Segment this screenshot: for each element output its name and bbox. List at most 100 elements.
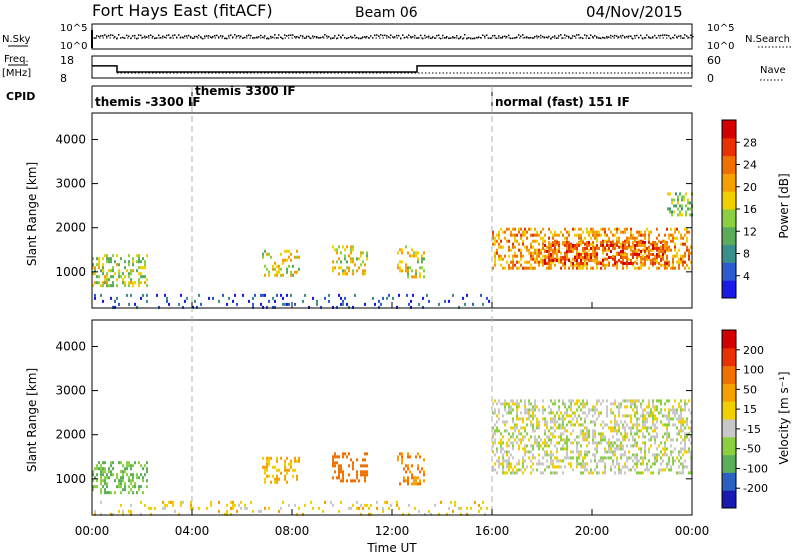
range-gate-cell bbox=[342, 452, 344, 456]
range-gate-cell bbox=[634, 266, 636, 270]
nsky-point bbox=[196, 35, 198, 38]
range-gate-cell bbox=[594, 453, 596, 457]
range-gate-cell bbox=[403, 467, 405, 471]
range-gate-cell bbox=[594, 435, 596, 439]
nsky-point bbox=[468, 37, 470, 39]
range-gate-cell bbox=[528, 450, 530, 454]
range-gate-cell bbox=[298, 459, 300, 463]
nsky-point bbox=[274, 34, 276, 36]
range-gate-cell bbox=[336, 455, 338, 459]
range-gate-cell bbox=[140, 485, 142, 489]
range-gate-cell bbox=[608, 441, 610, 445]
range-gate-cell bbox=[276, 270, 278, 274]
nsky-point bbox=[536, 35, 538, 37]
range-gate-cell bbox=[226, 509, 228, 513]
range-gate-cell bbox=[596, 233, 598, 237]
range-gate-cell bbox=[268, 299, 270, 303]
range-gate-cell bbox=[648, 249, 650, 253]
range-gate-cell bbox=[102, 485, 104, 489]
range-gate-cell bbox=[582, 435, 584, 439]
nsky-point bbox=[588, 37, 590, 40]
range-gate-cell bbox=[648, 255, 650, 259]
range-gate-cell bbox=[423, 275, 425, 279]
range-gate-cell bbox=[524, 266, 526, 270]
range-gate-cell bbox=[546, 444, 548, 448]
nsky-point bbox=[626, 35, 628, 38]
range-gate-cell bbox=[592, 248, 594, 252]
colorbar-swatch bbox=[722, 383, 736, 402]
range-gate-cell bbox=[624, 246, 626, 250]
range-gate-cell bbox=[502, 447, 504, 451]
range-gate-cell bbox=[644, 420, 646, 424]
range-gate-cell bbox=[190, 506, 192, 510]
range-gate-cell bbox=[636, 429, 638, 433]
range-gate-cell bbox=[356, 506, 358, 510]
range-gate-cell bbox=[596, 399, 598, 403]
range-gate-cell bbox=[682, 465, 684, 469]
nsky-point bbox=[678, 35, 680, 37]
range-gate-cell bbox=[646, 405, 648, 409]
range-gate-cell bbox=[580, 462, 582, 466]
range-gate-cell bbox=[262, 252, 264, 256]
range-gate-cell bbox=[352, 305, 354, 309]
range-gate-cell bbox=[642, 471, 644, 475]
range-gate-cell bbox=[558, 408, 560, 412]
range-gate-cell bbox=[586, 444, 588, 448]
nsky-point bbox=[634, 35, 636, 37]
range-gate-cell bbox=[644, 447, 646, 451]
range-gate-cell bbox=[552, 453, 554, 457]
range-gate-cell bbox=[614, 258, 616, 262]
range-gate-cell bbox=[616, 456, 618, 460]
range-gate-cell bbox=[566, 257, 568, 261]
range-gate-cell bbox=[562, 471, 564, 475]
range-gate-cell bbox=[102, 281, 104, 285]
range-gate-cell bbox=[332, 305, 334, 309]
nsky-point bbox=[428, 35, 430, 38]
range-gate-cell bbox=[415, 272, 417, 276]
range-gate-cell bbox=[512, 426, 514, 430]
nsky-point bbox=[212, 35, 214, 38]
range-gate-cell bbox=[140, 272, 142, 276]
range-gate-cell bbox=[112, 473, 114, 477]
range-gate-cell bbox=[632, 245, 634, 249]
range-gate-cell bbox=[466, 293, 468, 297]
range-gate-cell bbox=[502, 465, 504, 469]
range-gate-cell bbox=[538, 408, 540, 412]
range-gate-cell bbox=[428, 509, 430, 513]
range-gate-cell bbox=[544, 444, 546, 448]
nsky-point bbox=[540, 34, 542, 37]
range-gate-cell bbox=[378, 305, 380, 309]
range-gate-cell bbox=[628, 257, 630, 261]
range-gate-cell bbox=[670, 450, 672, 454]
range-gate-cell bbox=[644, 243, 646, 247]
range-gate-cell bbox=[401, 260, 403, 264]
range-gate-cell bbox=[606, 263, 608, 267]
range-gate-cell bbox=[610, 249, 612, 253]
range-gate-cell bbox=[594, 429, 596, 433]
range-gate-cell bbox=[590, 266, 592, 270]
range-gate-cell bbox=[106, 275, 108, 279]
range-gate-cell bbox=[624, 471, 626, 475]
nsky-point bbox=[668, 35, 670, 37]
nsky-point bbox=[218, 36, 220, 38]
range-gate-cell bbox=[566, 251, 568, 255]
range-gate-cell bbox=[492, 236, 494, 240]
range-gate-cell bbox=[380, 302, 382, 306]
range-gate-cell bbox=[128, 260, 130, 264]
range-gate-cell bbox=[572, 417, 574, 421]
range-gate-cell bbox=[510, 266, 512, 270]
range-gate-cell bbox=[606, 243, 608, 247]
range-gate-cell bbox=[594, 254, 596, 258]
range-gate-cell bbox=[336, 251, 338, 255]
range-gate-cell bbox=[94, 467, 96, 471]
range-gate-cell bbox=[284, 258, 286, 262]
range-gate-cell bbox=[578, 450, 580, 454]
range-gate-cell bbox=[516, 414, 518, 418]
range-gate-cell bbox=[586, 426, 588, 430]
range-gate-cell bbox=[419, 482, 421, 486]
range-gate-cell bbox=[660, 456, 662, 460]
nsky-point bbox=[376, 34, 378, 36]
range-gate-cell bbox=[654, 257, 656, 261]
range-gate-cell bbox=[200, 302, 202, 306]
nsky-point bbox=[650, 37, 652, 39]
